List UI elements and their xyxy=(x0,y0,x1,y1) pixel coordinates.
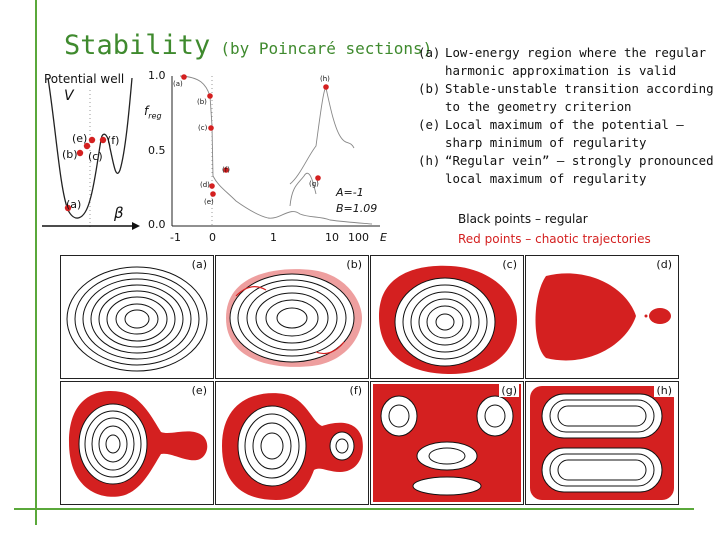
title-sub: (by Poincaré sections) xyxy=(220,39,433,58)
regularity-point-c xyxy=(208,125,214,131)
legend-key: (a) xyxy=(418,45,441,60)
legend-item-b: (b) Stable-unstable transition according… xyxy=(418,80,714,116)
regularity-plot: freg 1.0 0.5 0.0 (a) (b) (c) (d) (e) (f)… xyxy=(140,66,390,251)
poincare-panel-c: (c) xyxy=(370,255,524,379)
regularity-point-d xyxy=(209,183,215,189)
potential-title: Potential well xyxy=(44,72,125,86)
legend-key: (e) xyxy=(418,117,441,132)
regularity-point-h xyxy=(323,84,329,90)
poincare-plot-g xyxy=(373,384,521,502)
x-tick-10: 10 xyxy=(325,231,339,244)
x-axis-label: E xyxy=(380,231,387,244)
potential-point-f xyxy=(99,136,107,144)
annotation-a-value: A=-1 xyxy=(336,186,364,199)
y-tick-1: 1.0 xyxy=(148,69,166,82)
regularity-label-d: (d) xyxy=(200,181,210,189)
potential-label-b: (b) xyxy=(62,148,78,161)
poincare-panel-a: (a) xyxy=(60,255,214,379)
panel-label-d: (d) xyxy=(654,258,674,271)
y-axis-label-sub: reg xyxy=(148,111,162,121)
y-axis-label-f: f xyxy=(144,104,149,118)
poincare-plot-f xyxy=(222,393,363,500)
regularity-point-a xyxy=(181,74,187,80)
regularity-label-c: (c) xyxy=(198,124,208,132)
potential-well-figure: Potential well V (a) (b) (c) (e) (f) xyxy=(40,70,160,235)
potential-point-a xyxy=(64,204,72,212)
potential-label-c: (c) xyxy=(88,150,103,163)
regularity-point-b xyxy=(207,93,213,99)
poincare-plot-a xyxy=(66,266,208,372)
y-tick-0: 0.0 xyxy=(148,218,166,231)
panel-label-h: (h) xyxy=(654,384,674,397)
frame-bottom-line xyxy=(14,508,694,510)
potential-well-plot xyxy=(42,77,140,230)
potential-point-e xyxy=(88,136,96,144)
x-tick-1: 1 xyxy=(270,231,277,244)
title-main: Stability xyxy=(64,30,211,61)
poincare-plot-d xyxy=(535,273,671,361)
legend-text: Stable-unstable transition according to … xyxy=(445,81,714,114)
poincare-plot-c xyxy=(379,265,517,374)
legend-key: (h) xyxy=(418,153,441,168)
poincare-plot-h xyxy=(530,386,674,500)
potential-label-f: (f) xyxy=(107,134,120,147)
x-tick-0: 0 xyxy=(209,231,216,244)
regularity-label-g: (g) xyxy=(309,180,319,188)
panel-label-f: (f) xyxy=(347,384,364,397)
regularity-point-g xyxy=(315,175,321,181)
legend-text: Local maximum of the potential – sharp m… xyxy=(445,117,684,150)
panel-label-c: (c) xyxy=(500,258,519,271)
y-axis-label: freg xyxy=(144,104,162,120)
poincare-panel-h: (h) xyxy=(525,381,679,505)
annotation-b-value: B=1.09 xyxy=(336,202,378,215)
legend-text: “Regular vein” – strongly pronounced loc… xyxy=(445,153,714,186)
poincare-panel-b: (b) xyxy=(215,255,369,379)
poincare-sections-grid: (a) (b) (c) xyxy=(60,255,680,505)
panel-label-b: (b) xyxy=(344,258,364,271)
regularity-point-e xyxy=(210,191,216,197)
x-tick-100: 100 xyxy=(348,231,369,244)
panel-label-e: (e) xyxy=(189,384,209,397)
panel-label-a: (a) xyxy=(189,258,209,271)
regularity-label-e: (e) xyxy=(204,198,214,206)
y-tick-05: 0.5 xyxy=(148,144,166,157)
potential-label-e: (e) xyxy=(72,132,88,145)
legend-text: Low-energy region where the regular harm… xyxy=(445,45,707,78)
regularity-curve xyxy=(171,74,380,227)
poincare-panel-g: (g) xyxy=(370,381,524,505)
slide-title: Stability (by Poincaré sections) xyxy=(64,30,432,61)
legend-item-h: (h) “Regular vein” – strongly pronounced… xyxy=(418,152,714,188)
note-red-points: Red points – chaotic trajectories xyxy=(458,232,651,246)
potential-beta-label: β xyxy=(114,204,124,222)
legend-item-e: (e) Local maximum of the potential – sha… xyxy=(418,116,714,152)
potential-point-c xyxy=(83,142,91,150)
x-tick-minus1: -1 xyxy=(170,231,181,244)
legend-item-a: (a) Low-energy region where the regular … xyxy=(418,44,714,80)
potential-point-b xyxy=(76,149,84,157)
potential-v-label: V xyxy=(64,88,74,104)
note-black-points: Black points – regular xyxy=(458,212,588,226)
regularity-label-a: (a) xyxy=(173,80,183,88)
poincare-plot-e xyxy=(69,390,208,497)
frame-left-line xyxy=(35,0,37,525)
legend-list: (a) Low-energy region where the regular … xyxy=(418,44,714,188)
poincare-panel-f: (f) xyxy=(215,381,369,505)
poincare-panel-e: (e) xyxy=(60,381,214,505)
regularity-label-f: (f) xyxy=(222,166,230,174)
potential-label-a: (a) xyxy=(66,198,82,211)
regularity-label-b: (b) xyxy=(197,98,207,106)
poincare-plot-b xyxy=(226,269,362,367)
legend-key: (b) xyxy=(418,81,441,96)
poincare-panel-d: (d) xyxy=(525,255,679,379)
regularity-label-h: (h) xyxy=(320,75,330,83)
panel-label-g: (g) xyxy=(499,384,519,397)
regularity-point-f xyxy=(223,167,229,173)
